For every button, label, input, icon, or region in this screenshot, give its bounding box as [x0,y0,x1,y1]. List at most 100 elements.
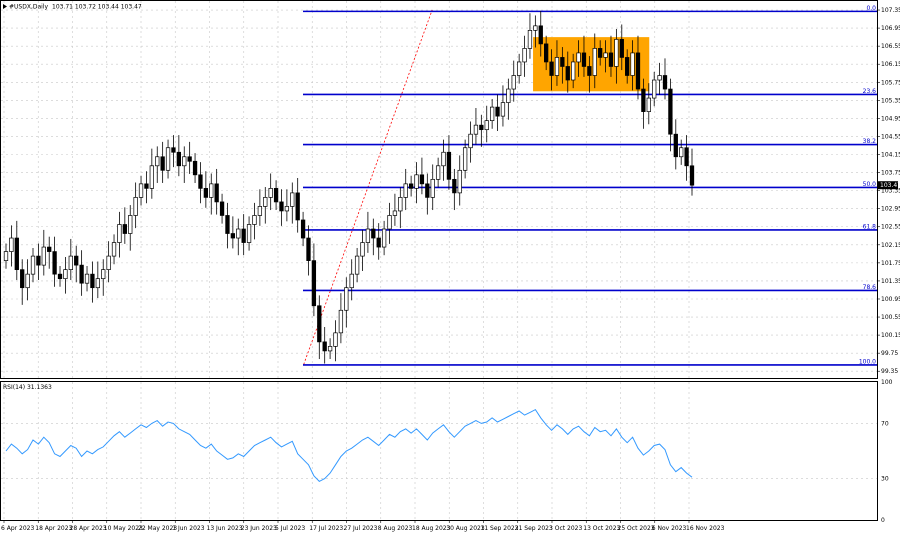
candle [381,220,387,256]
candle-body [344,287,349,311]
fib-label-1: 23.6 [863,88,877,95]
date-tick-label: 6 Apr 2023 [1,525,34,532]
candle-body [333,332,338,347]
candle-body [468,133,473,149]
candle [36,243,41,281]
candle-body [149,165,154,189]
candle [673,119,678,170]
candle [592,33,597,89]
candle [236,218,241,256]
candle [565,51,570,93]
candle [614,28,619,84]
candle [435,157,441,188]
candle-body [484,120,489,131]
candle [41,229,46,276]
candle [273,180,279,211]
candle [203,171,209,208]
candle [598,40,603,66]
candle-body [52,251,57,275]
candle [3,243,9,269]
price-tick-label: 100.95 [881,296,900,303]
candle [473,108,479,145]
candle-body [408,183,414,189]
candle-body [630,52,635,76]
rsi-tick-label: 70 [881,420,889,427]
candle [511,60,516,102]
candle [106,241,111,283]
candle-body [625,57,630,76]
candle-body [668,88,673,135]
candle-body [516,61,522,76]
fib-label-2: 38.2 [863,138,877,145]
candle [349,259,354,301]
candle-body [554,57,560,76]
header-ohlc: 103.71 103.72 103.44 103.47 [52,4,142,11]
candle [20,259,25,305]
candle [668,78,673,152]
candle-body [533,25,538,31]
candle [376,223,381,260]
candle [133,182,138,229]
rsi-panel-label: RSI(14) 31.1363 [3,384,52,391]
main-panel-border [0,0,878,379]
candle [641,78,646,129]
candle-body [500,102,506,117]
candle-body [571,61,576,81]
candle-body [257,206,263,216]
candle-body [306,237,311,261]
candle [419,157,425,195]
rsi-tick-label: 100 [881,379,893,386]
candle-body [14,237,19,270]
fib-label-0: 0.0 [866,5,876,12]
candle-body [117,224,122,243]
candle [387,202,392,244]
last-price-tag-text: 103.47 [880,182,900,189]
candle-body [182,156,187,167]
candle [403,168,408,211]
candle-body [419,174,425,185]
candle-body [662,75,668,90]
candle-body [403,183,408,198]
candle-body [441,151,446,167]
price-axis: 107.35 106.95 106.55 106.15 105.75 105.35 104.… [877,7,900,375]
candle [300,211,306,247]
candle-body [603,52,608,58]
rsi-tick-label: 0 [881,517,885,524]
candle-body [414,174,419,189]
candle [111,234,117,265]
candle [155,146,160,183]
candle [527,13,533,59]
date-tick-label: 8 Aug 2023 [378,525,413,532]
candle [257,189,263,226]
last-price-tag-layer: 103.47 [878,181,900,190]
candle-body [608,52,614,67]
candle-body [133,197,138,216]
candle-body [3,251,9,261]
candle [560,47,565,84]
candle [219,193,225,224]
candle-body [30,255,36,275]
price-tick-label: 100.15 [881,332,900,339]
candle [576,40,581,77]
candle-body [236,228,241,239]
candle-body [646,97,651,112]
candle [516,53,522,84]
candle-body [209,183,214,198]
candle-body [165,147,171,171]
rsi-panel-border [0,381,878,521]
candle-body [581,52,587,67]
candle-body [381,228,387,248]
candle-body [387,215,392,230]
candle-body [311,260,317,307]
candle-body [101,269,106,280]
price-tick-label: 102.55 [881,224,900,231]
candle-body [430,178,435,198]
candle [365,211,371,253]
date-tick-label: 23 Jun 2023 [241,525,277,532]
candle [209,173,214,215]
candle-body [74,255,79,266]
candle-body [457,169,462,194]
candle-body [111,242,117,257]
candle [311,243,317,317]
